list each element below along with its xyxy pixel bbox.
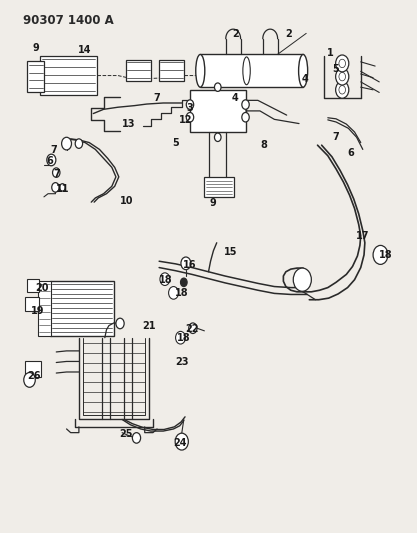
Circle shape [336,55,349,72]
Text: 22: 22 [185,324,199,334]
Circle shape [339,86,346,94]
Circle shape [24,373,35,387]
Text: 26: 26 [27,371,40,381]
Text: 5: 5 [172,138,179,148]
Text: 18: 18 [379,250,392,260]
Text: 2: 2 [232,29,239,39]
Bar [200,54,303,87]
Bar [50,281,114,336]
Text: 90307 1400 A: 90307 1400 A [23,14,114,27]
Text: 15: 15 [224,247,238,257]
Text: 18: 18 [177,333,191,343]
Circle shape [181,257,191,270]
Text: 4: 4 [232,93,239,103]
Circle shape [116,318,124,329]
Circle shape [52,183,59,192]
Circle shape [189,323,197,334]
Bar [190,90,246,132]
Circle shape [175,433,188,450]
Text: 3: 3 [187,103,193,114]
Text: 21: 21 [142,320,156,330]
Circle shape [373,245,388,264]
Text: 19: 19 [31,306,45,316]
Text: 8: 8 [261,140,267,150]
Bar [204,177,234,197]
Text: 16: 16 [183,260,197,270]
Text: 18: 18 [158,274,172,285]
Text: 11: 11 [56,184,69,194]
Circle shape [75,139,83,148]
Circle shape [62,138,71,150]
Text: 17: 17 [356,231,369,241]
Bar [126,60,151,81]
Circle shape [60,184,65,191]
Ellipse shape [299,54,308,87]
Text: 6: 6 [47,156,53,166]
Text: 7: 7 [53,169,60,179]
Circle shape [160,273,170,286]
Circle shape [214,83,221,91]
Text: 18: 18 [175,288,188,298]
Text: 20: 20 [35,282,49,293]
Text: 7: 7 [154,93,161,103]
Circle shape [336,82,349,98]
Circle shape [242,100,249,109]
Text: 9: 9 [33,43,39,53]
Text: 25: 25 [119,429,133,439]
Bar [28,61,44,92]
Bar [25,296,39,311]
Bar [25,361,41,377]
Text: 4: 4 [302,74,309,84]
Text: 12: 12 [179,115,193,125]
Text: 6: 6 [347,148,354,158]
Bar [159,60,184,81]
Bar [38,281,51,336]
Text: 2: 2 [285,29,292,39]
Circle shape [53,168,60,177]
Bar [40,55,98,95]
Text: 23: 23 [175,358,188,367]
Text: 9: 9 [209,198,216,208]
Text: 13: 13 [121,119,135,129]
Ellipse shape [196,54,205,87]
Bar [27,279,39,292]
Text: 1: 1 [327,48,333,58]
Circle shape [242,112,249,122]
Circle shape [132,433,141,443]
Ellipse shape [243,57,250,85]
Circle shape [176,332,186,344]
Circle shape [186,112,193,122]
Circle shape [336,68,349,85]
Text: 24: 24 [173,438,186,448]
Circle shape [181,278,187,287]
Circle shape [293,268,311,292]
Text: 10: 10 [119,196,133,206]
Text: 7: 7 [333,132,339,142]
Circle shape [339,59,346,68]
Text: 14: 14 [78,45,92,55]
Text: 7: 7 [51,146,58,156]
Circle shape [186,100,193,109]
Circle shape [47,154,56,166]
Circle shape [339,72,346,81]
Text: 5: 5 [333,64,339,74]
Circle shape [214,133,221,141]
Circle shape [168,287,178,299]
